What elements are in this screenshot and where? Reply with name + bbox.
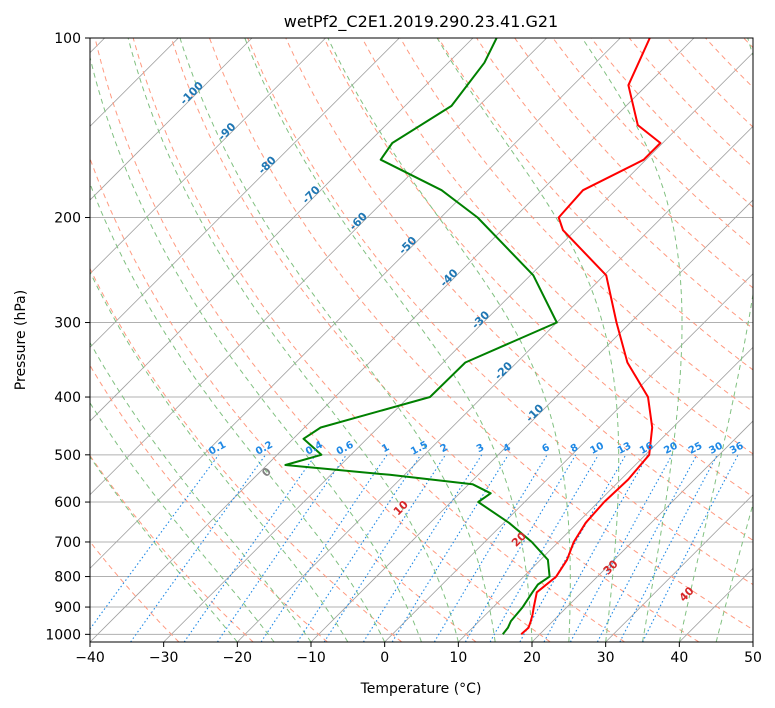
isotherm-line [752, 641, 753, 642]
isotherm-line [90, 38, 621, 569]
x-tick-label: 30 [597, 650, 615, 666]
moist-adiabat-line [90, 456, 238, 642]
y-axis-label: Pressure (hPa) [13, 290, 29, 390]
chart-title: wetPf2_C2E1.2019.290.23.41.G21 [284, 12, 558, 32]
dry-adiabat-line [769, 25, 775, 642]
mixing-ratio-line [297, 454, 422, 642]
mixing-ratio-label: 6 [540, 442, 551, 455]
x-axis-label: Temperature (°C) [360, 681, 482, 697]
mixing-ratio-label: 2 [439, 442, 450, 455]
mixing-ratio-line [323, 454, 446, 642]
mixing-ratio-line [464, 454, 577, 642]
moist-adiabat-line [436, 38, 620, 642]
isotherm-line [90, 38, 326, 275]
y-tick-label: 300 [54, 316, 81, 332]
x-tick-label: −30 [149, 650, 179, 666]
dry-adiabat-line [247, 38, 753, 586]
moist-adiabat-line [90, 270, 349, 642]
y-tick-label: 100 [54, 31, 81, 47]
y-tick-label: 1000 [45, 627, 81, 643]
mixing-ratio-line [569, 454, 673, 642]
dry-adiabat-line [90, 157, 477, 642]
moist-adiabat-line [90, 182, 386, 642]
axes: −40 −30 −20 −10 0 10 20 30 40 50 1000 900 800 700 600 5… [45, 31, 762, 666]
moist-adiabat-line [581, 38, 683, 642]
isotherm-line [384, 273, 753, 642]
x-tick-label: −20 [223, 650, 253, 666]
isotherm-line [90, 38, 695, 642]
y-tick-label: 800 [54, 570, 81, 586]
x-tick-label: −10 [296, 650, 326, 666]
mixing-ratio-line [260, 454, 388, 642]
profile-lines [284, 38, 662, 636]
mixing-ratio-label: 3 [475, 442, 486, 455]
dry-adiabat-line [94, 38, 551, 642]
isotherm-line [237, 125, 753, 642]
x-tick-label: 40 [670, 650, 688, 666]
plot-background [90, 38, 753, 642]
moist-adiabat-line [90, 341, 312, 642]
y-tick-label: 600 [54, 495, 81, 511]
dry-adiabat-line [285, 38, 753, 541]
dry-adiabat-line [90, 540, 180, 642]
isotherm-line [90, 38, 253, 201]
x-tick-label: 50 [744, 650, 762, 666]
dry-adiabat-line [437, 38, 753, 371]
moist-adiabat-line [327, 38, 571, 642]
mixing-ratio-label: 4 [501, 442, 512, 455]
mixing-ratio-line [489, 454, 599, 642]
isotherm-line [531, 420, 753, 642]
isotherm-line [163, 52, 753, 642]
isotherm-line [605, 494, 753, 642]
dewpoint-profile-line [284, 38, 558, 635]
isotherm-line [458, 346, 753, 642]
y-tick-label: 500 [54, 448, 81, 464]
dry-adiabat-line [208, 38, 753, 631]
x-tick-label: 10 [449, 650, 467, 666]
x-tick-label: −40 [75, 650, 105, 666]
dry-adiabat-line [170, 38, 700, 642]
temperature-profile-line [520, 38, 662, 636]
y-tick-label: 700 [54, 535, 81, 551]
dry-adiabat-line [514, 38, 753, 289]
y-tick-label: 200 [54, 211, 81, 227]
mixing-ratio-line [183, 454, 316, 642]
mixing-ratio-line [433, 454, 548, 642]
y-tick-label: 900 [54, 600, 81, 616]
mixing-ratio-line [90, 454, 220, 630]
dry-adiabat-line [90, 454, 254, 642]
x-tick-label: 20 [523, 650, 541, 666]
dry-adiabat-line [132, 38, 625, 642]
mixing-ratio-label: 8 [569, 442, 580, 455]
isotherm-line [90, 38, 400, 348]
isotherm-line [90, 38, 474, 422]
dry-adiabat-line [90, 267, 403, 642]
moist-adiabat-line [179, 38, 496, 642]
dry-adiabat-line [90, 364, 328, 642]
moist-adiabat-line [127, 38, 459, 642]
y-tick-label: 400 [54, 390, 81, 406]
isotherm-line [90, 38, 547, 496]
isotherm-line [310, 199, 753, 642]
plot-frame [89, 37, 754, 643]
moist-adiabat-line [244, 38, 533, 642]
moist-adiabat-line [90, 55, 422, 642]
mixing-ratio-label: 1 [380, 442, 391, 455]
x-tick-label: 0 [380, 650, 389, 666]
dry-adiabat-line [399, 38, 753, 413]
mixing-ratio-line [130, 454, 267, 642]
mixing-ratio-line [216, 454, 347, 642]
moist-adiabat-line [90, 402, 275, 642]
